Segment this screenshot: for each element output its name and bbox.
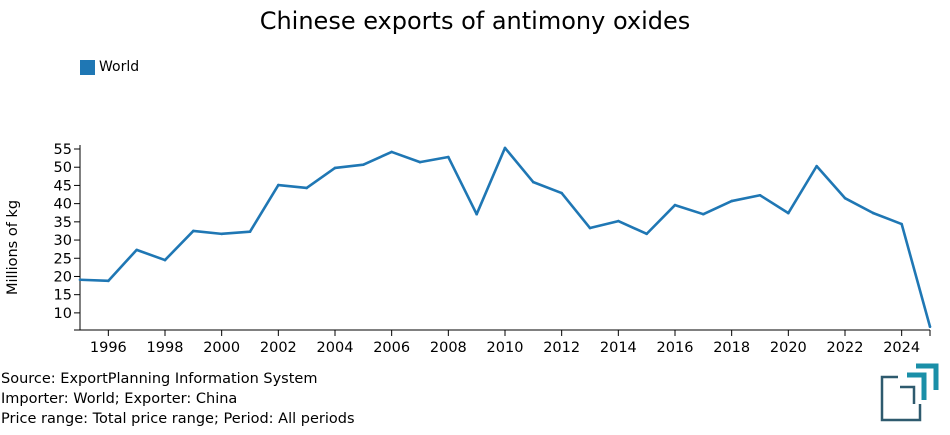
source-text: Source: ExportPlanning Information Syste… [1, 371, 318, 387]
x-tick-label: 2002 [260, 340, 297, 356]
exportplanning-logo [880, 363, 939, 422]
data-point [900, 222, 903, 226]
y-tick-label: 10 [54, 306, 72, 322]
y-tick-label: 40 [54, 197, 72, 213]
data-point [390, 150, 393, 154]
data-point [163, 258, 167, 262]
data-point [787, 211, 790, 215]
legend-label-world: World [99, 59, 140, 75]
data-point [532, 180, 535, 184]
data-point [475, 212, 478, 216]
chart-title: Chinese exports of antimony oxides [259, 7, 691, 35]
y-axis-label: Millions of kg [5, 200, 21, 295]
x-tick-label: 2012 [543, 340, 580, 356]
y-tick-label: 50 [54, 160, 72, 176]
data-point [617, 219, 620, 223]
data-point [135, 248, 138, 252]
data-point [843, 196, 847, 200]
data-point [447, 155, 450, 159]
data-point [248, 230, 252, 233]
x-tick-label: 2000 [203, 340, 240, 356]
y-tick-label: 35 [54, 215, 72, 231]
importer-text: Importer: World; Exporter: China [1, 391, 238, 407]
y-tick-label: 25 [54, 251, 72, 267]
data-point [503, 146, 507, 150]
data-point [928, 325, 932, 329]
price-range-text: Price range: Total price range; Period: … [1, 411, 355, 427]
data-point [333, 166, 337, 170]
data-point [645, 232, 648, 236]
data-point [362, 163, 365, 166]
data-point [758, 193, 762, 197]
x-tick-label: 2010 [487, 340, 524, 356]
data-point [305, 186, 308, 190]
y-tick-label: 45 [54, 178, 72, 194]
data-point [192, 229, 195, 233]
x-tick-label: 2022 [827, 340, 864, 356]
y-tick-label: 30 [54, 233, 72, 249]
data-point [277, 183, 280, 187]
x-tick-label: 2018 [713, 340, 750, 356]
line-chart: 10 15 20 25 30 35 40 45 50 55 1996 1998 2000 2002 2004… [5, 142, 932, 356]
data-point [418, 160, 422, 164]
data-point [107, 279, 110, 283]
y-tick-label: 15 [54, 288, 72, 304]
legend: World [80, 59, 139, 75]
data-point [702, 212, 705, 216]
x-tick-label: 1996 [90, 340, 127, 356]
series-line-world [79, 146, 932, 328]
data-point [673, 203, 677, 207]
data-point [588, 226, 592, 230]
x-tick-label: 1998 [147, 340, 184, 356]
data-point [815, 164, 818, 168]
data-point [872, 211, 875, 215]
x-tick-label: 2008 [430, 340, 467, 356]
y-tick-label: 20 [54, 269, 72, 285]
x-tick-label: 2004 [317, 340, 354, 356]
x-tick-label: 2006 [373, 340, 410, 356]
x-tick-label: 2014 [600, 340, 637, 356]
data-point [730, 199, 733, 203]
data-point [78, 278, 82, 282]
x-tick-label: 2024 [883, 340, 920, 356]
x-tick-label: 2016 [657, 340, 694, 356]
y-tick-label: 55 [54, 142, 72, 158]
legend-swatch-world [80, 59, 95, 75]
data-point [560, 191, 563, 195]
x-tick-label: 2020 [770, 340, 807, 356]
data-point [220, 232, 223, 236]
